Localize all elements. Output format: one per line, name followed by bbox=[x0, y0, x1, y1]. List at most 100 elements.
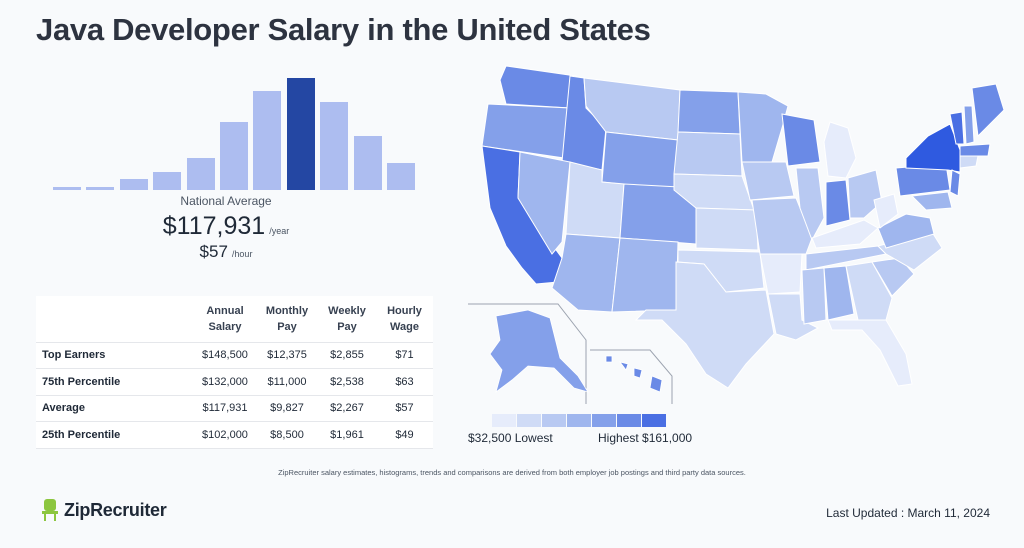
state-virginia bbox=[877, 213, 935, 249]
table-cell: $2,538 bbox=[318, 368, 376, 396]
table-row: Average $117,931 $9,827 $2,267 $57 bbox=[36, 395, 433, 422]
table-cell: $148,500 bbox=[194, 342, 256, 369]
state-new-jersey bbox=[949, 169, 961, 197]
row-label: Top Earners bbox=[36, 342, 194, 369]
histogram-bar bbox=[253, 91, 282, 190]
state-ohio bbox=[847, 169, 883, 219]
state-north-dakota bbox=[677, 89, 741, 135]
table-row: Top Earners $148,500 $12,375 $2,855 $71 bbox=[36, 342, 433, 369]
histogram-bar bbox=[86, 187, 115, 190]
table-cell: $57 bbox=[376, 395, 433, 422]
state-arizona bbox=[551, 233, 621, 313]
hourly-unit: /hour bbox=[231, 249, 253, 259]
table-header-hourly: Hourly Wage bbox=[376, 296, 433, 343]
histogram-bar bbox=[119, 179, 148, 190]
histogram-bar bbox=[320, 102, 349, 190]
histogram-bar bbox=[153, 172, 182, 190]
state-missouri bbox=[751, 197, 813, 255]
chair-logo-icon bbox=[42, 499, 58, 521]
state-wisconsin bbox=[781, 113, 821, 167]
table-cell: $11,000 bbox=[256, 368, 318, 396]
row-label: Average bbox=[36, 395, 194, 422]
row-label: 75th Percentile bbox=[36, 368, 194, 396]
table-cell: $2,855 bbox=[318, 342, 376, 369]
logo-text: ZipRecruiter bbox=[64, 499, 167, 520]
state-new-york bbox=[905, 123, 961, 173]
inset-alaska-hawaii bbox=[468, 303, 673, 404]
table-cell: $132,000 bbox=[194, 368, 256, 396]
legend-swatch bbox=[542, 414, 566, 427]
state-georgia bbox=[845, 261, 893, 321]
table-cell: $12,375 bbox=[256, 342, 318, 369]
table-header-row: Annual Salary Monthly Pay Weekly Pay Hourly… bbox=[36, 296, 433, 343]
table-cell: $8,500 bbox=[256, 421, 318, 449]
hourly-wage-value: $57 bbox=[199, 242, 228, 261]
page-title: Java Developer Salary in the United Stat… bbox=[36, 12, 651, 47]
national-average-hourly: $57/hour bbox=[36, 242, 416, 262]
disclaimer-text: ZipRecruiter salary estimates, histogram… bbox=[278, 468, 746, 477]
table-header-monthly: Monthly Pay bbox=[256, 296, 318, 343]
us-salary-map bbox=[468, 65, 1005, 404]
annual-salary-value: $117,931 bbox=[162, 212, 266, 240]
table-header-weekly: Weekly Pay bbox=[318, 296, 376, 343]
state-massachusetts bbox=[959, 143, 991, 157]
histogram-bar bbox=[387, 163, 415, 190]
state-indiana bbox=[825, 179, 851, 227]
legend-swatch bbox=[567, 414, 591, 427]
state-texas bbox=[634, 261, 775, 389]
state-hawaii bbox=[605, 355, 663, 393]
salary-table: Annual Salary Monthly Pay Weekly Pay Hourly… bbox=[36, 296, 433, 449]
state-alaska bbox=[489, 309, 589, 394]
state-michigan bbox=[823, 121, 857, 179]
histogram-bar bbox=[353, 136, 382, 190]
state-connecticut bbox=[959, 155, 979, 169]
table-header-blank bbox=[36, 296, 194, 343]
histogram-bar bbox=[53, 187, 81, 190]
legend-swatch bbox=[642, 414, 666, 427]
histogram-bar bbox=[220, 122, 248, 190]
table-row: 25th Percentile $102,000 $8,500 $1,961 $… bbox=[36, 421, 433, 449]
state-kansas bbox=[695, 207, 759, 251]
table-cell: $63 bbox=[376, 368, 433, 396]
legend-low-label: $32,500 Lowest bbox=[468, 431, 553, 445]
map-legend bbox=[492, 414, 667, 427]
state-west-virginia bbox=[873, 193, 899, 229]
histogram-bar bbox=[286, 78, 315, 190]
legend-swatch bbox=[592, 414, 616, 427]
state-louisiana bbox=[767, 293, 820, 341]
state-illinois bbox=[795, 167, 825, 242]
salary-histogram bbox=[50, 60, 420, 190]
inset-border bbox=[590, 349, 673, 404]
annual-unit: /year bbox=[269, 226, 290, 236]
state-vermont bbox=[949, 111, 965, 145]
row-label: 25th Percentile bbox=[36, 421, 194, 449]
state-arkansas bbox=[759, 253, 803, 295]
table-cell: $102,000 bbox=[194, 421, 256, 449]
table-row: 75th Percentile $132,000 $11,000 $2,538 … bbox=[36, 368, 433, 396]
legend-swatch bbox=[517, 414, 541, 427]
state-south-dakota bbox=[673, 131, 743, 177]
state-iowa bbox=[741, 161, 795, 201]
legend-swatch bbox=[617, 414, 641, 427]
inset-border bbox=[468, 303, 587, 404]
state-washington bbox=[499, 65, 577, 109]
map-states bbox=[481, 65, 1005, 389]
national-average-annual: $117,931/year bbox=[36, 212, 416, 241]
state-alabama bbox=[823, 265, 855, 321]
table-cell: $117,931 bbox=[194, 395, 256, 422]
ziprecruiter-logo[interactable]: ZipRecruiter bbox=[40, 498, 167, 522]
legend-high-label: Highest $161,000 bbox=[598, 431, 693, 445]
national-average-label: National Average bbox=[180, 194, 272, 208]
state-minnesota bbox=[737, 91, 789, 163]
state-new-hampshire bbox=[963, 105, 975, 145]
table-header-annual: Annual Salary bbox=[194, 296, 256, 343]
table-cell: $71 bbox=[376, 342, 433, 369]
table-cell: $2,267 bbox=[318, 395, 376, 422]
state-wyoming bbox=[601, 131, 679, 191]
state-maryland bbox=[910, 191, 953, 211]
histogram-bar bbox=[186, 158, 215, 190]
state-south-carolina bbox=[871, 257, 915, 297]
legend-swatch bbox=[492, 414, 516, 427]
table-cell: $49 bbox=[376, 421, 433, 449]
state-nevada bbox=[517, 151, 571, 255]
